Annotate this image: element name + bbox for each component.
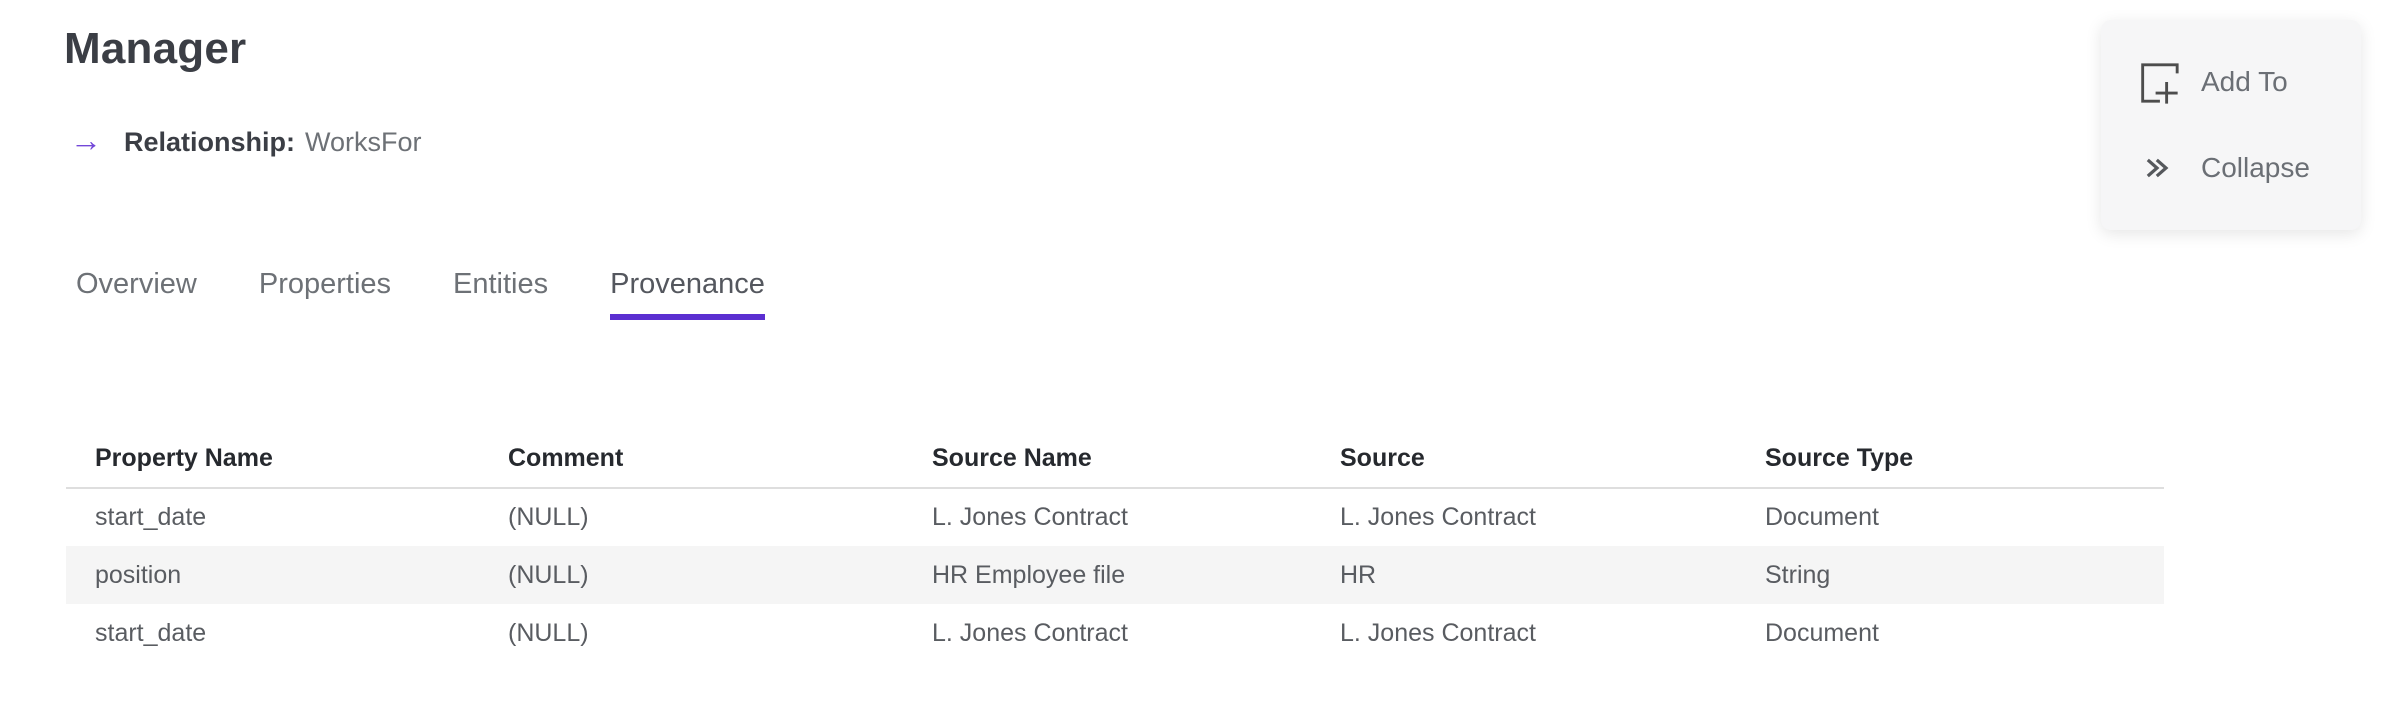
add-to-frame-icon [2135,59,2181,105]
column-header-source-type: Source Type [1765,430,2164,489]
table-row: start_date (NULL) L. Jones Contract L. J… [66,604,2164,662]
cell-property-name: start_date [95,618,207,647]
cell-property-name: start_date [95,503,207,531]
actions-panel: Add To Collapse [2101,20,2361,230]
cell-source: L. Jones Contract [1340,618,1536,647]
relationship-value: WorksFor [305,126,422,157]
tab-properties[interactable]: Properties [258,268,392,300]
cell-property-name: position [95,560,182,589]
tab-entities[interactable]: Entities [453,268,549,300]
cell-source-name: L. Jones Contract [932,503,1128,531]
add-to-button[interactable]: Add To [2101,59,2361,105]
cell-comment: (NULL) [508,618,589,647]
cell-source-type: Document [1765,503,1879,531]
cell-source-type: Document [1765,618,1879,647]
column-header-comment: Comment [508,430,932,489]
cell-source-name: L. Jones Contract [932,618,1128,647]
tab-overview[interactable]: Overview [76,268,197,300]
cell-source: HR [1340,560,1377,589]
provenance-table: Property Name Comment Source Name Source… [66,430,2164,662]
table-row: position (NULL) HR Employee file HR Stri… [66,546,2164,604]
table-header: Property Name Comment Source Name Source… [66,430,2164,489]
relationship-label: Relationship: [124,126,296,157]
cell-comment: (NULL) [508,503,589,531]
relationship-line: → Relationship: WorksFor [70,122,422,158]
collapse-label: Collapse [2201,151,2310,183]
add-to-label: Add To [2201,66,2288,98]
cell-source-name: HR Employee file [932,560,1126,589]
right-arrow-icon: → [70,122,102,158]
table-row: start_date (NULL) L. Jones Contract L. J… [66,488,2164,546]
collapse-button[interactable]: Collapse [2101,145,2361,191]
column-header-source: Source [1340,430,1765,489]
tab-bar: Overview Properties Entities Provenance [76,268,765,320]
cell-comment: (NULL) [508,560,589,589]
cell-source: L. Jones Contract [1340,503,1536,531]
tab-provenance[interactable]: Provenance [610,268,765,320]
table-header-row: Property Name Comment Source Name Source… [66,430,2164,489]
chevron-double-right-icon [2135,145,2181,191]
column-header-property-name: Property Name [66,430,508,489]
column-header-source-name: Source Name [932,430,1340,489]
cell-source-type: String [1765,560,1831,589]
page-title: Manager [64,24,247,73]
